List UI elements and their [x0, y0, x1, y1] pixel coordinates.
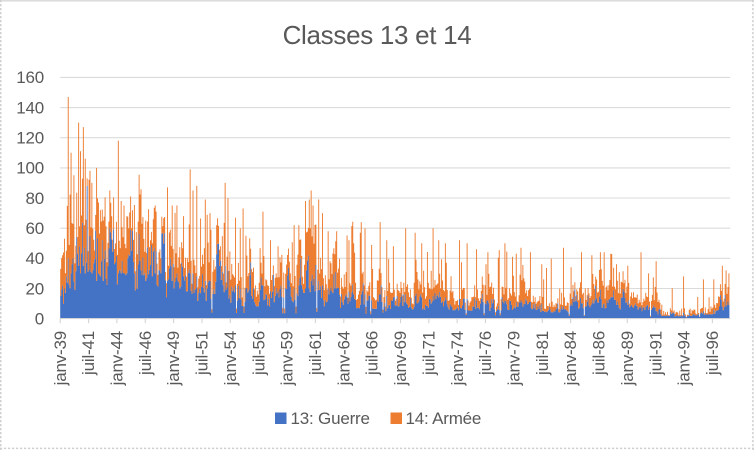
- svg-text:janv-39: janv-39: [51, 331, 70, 386]
- svg-text:juil-91: juil-91: [646, 331, 665, 376]
- svg-text:janv-89: janv-89: [618, 331, 637, 386]
- svg-text:janv-74: janv-74: [448, 331, 467, 386]
- svg-text:100: 100: [16, 159, 44, 178]
- svg-text:120: 120: [16, 129, 44, 148]
- svg-text:juil-76: juil-76: [476, 331, 495, 376]
- svg-text:juil-71: juil-71: [419, 331, 438, 376]
- svg-text:80: 80: [25, 189, 44, 208]
- svg-text:20: 20: [25, 279, 44, 298]
- svg-text:60: 60: [25, 219, 44, 238]
- svg-text:juil-41: juil-41: [79, 331, 98, 376]
- svg-text:13: Guerre: 13: Guerre: [291, 409, 370, 428]
- svg-text:janv-64: janv-64: [334, 331, 353, 386]
- svg-text:janv-49: janv-49: [164, 331, 183, 386]
- svg-text:janv-44: janv-44: [108, 331, 127, 386]
- svg-text:40: 40: [25, 249, 44, 268]
- svg-text:janv-84: janv-84: [561, 331, 580, 386]
- svg-text:juil-61: juil-61: [306, 331, 325, 376]
- svg-text:0: 0: [35, 309, 44, 328]
- svg-text:Classes 13 et 14: Classes 13 et 14: [283, 20, 472, 50]
- svg-text:140: 140: [16, 98, 44, 117]
- svg-text:janv-94: janv-94: [675, 331, 694, 386]
- svg-text:janv-79: janv-79: [505, 331, 524, 386]
- svg-text:janv-59: janv-59: [278, 331, 297, 386]
- svg-text:160: 160: [16, 68, 44, 87]
- svg-text:juil-66: juil-66: [363, 331, 382, 376]
- svg-text:juil-86: juil-86: [590, 331, 609, 376]
- svg-text:14: Armée: 14: Armée: [406, 409, 482, 428]
- svg-text:juil-81: juil-81: [533, 331, 552, 376]
- svg-text:janv-54: janv-54: [221, 331, 240, 386]
- svg-text:juil-51: juil-51: [193, 331, 212, 376]
- svg-text:juil-56: juil-56: [249, 331, 268, 376]
- svg-text:janv-69: janv-69: [391, 331, 410, 386]
- svg-text:juil-96: juil-96: [703, 331, 722, 376]
- svg-text:juil-46: juil-46: [136, 331, 155, 376]
